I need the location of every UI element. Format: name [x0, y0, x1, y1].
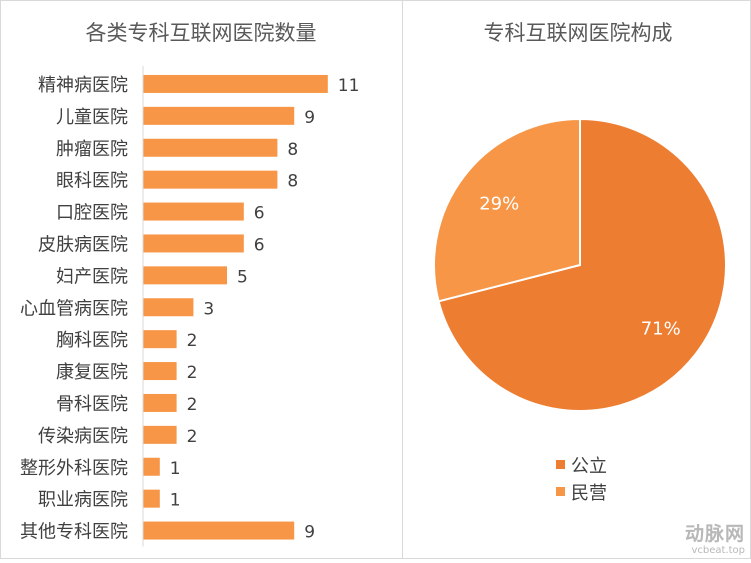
bar — [143, 74, 328, 93]
bar-value-label: 11 — [338, 76, 360, 96]
bar-value-label: 2 — [187, 331, 198, 351]
bar-value-label: 2 — [187, 395, 198, 415]
bar — [143, 266, 227, 285]
legend-swatch — [556, 487, 565, 496]
pie-group: 71% 29% — [433, 117, 727, 412]
bar-category-label: 眼科医院 — [56, 171, 128, 192]
pie-chart-panel: 专科互联网医院构成 71% 29% 公立民营 — [403, 0, 751, 559]
bar-chart-title: 各类专科互联网医院数量 — [86, 21, 317, 45]
legend-label: 民营 — [571, 483, 607, 504]
bar-category-label: 心血管病医院 — [20, 298, 128, 319]
bar-category-label: 妇产医院 — [56, 266, 128, 287]
bar-value-label: 6 — [254, 235, 265, 255]
watermark-logo: 动脉网 vcbeat.top — [685, 523, 745, 557]
bar-category-label: 口腔医院 — [56, 203, 128, 224]
bar-category-label: 骨科医院 — [56, 394, 128, 415]
bar-category-label: 皮肤病医院 — [38, 234, 128, 255]
bar-category-label: 胸科医院 — [56, 330, 128, 351]
bar-value-label: 1 — [170, 459, 181, 479]
pie-slice — [433, 117, 581, 303]
pie-chart-title: 专科互联网医院构成 — [484, 21, 673, 45]
bar-value-label: 1 — [170, 491, 181, 511]
bar-category-label: 儿童医院 — [56, 107, 128, 128]
bar-value-label: 2 — [187, 427, 198, 447]
bar-category-label: 肿瘤医院 — [56, 139, 128, 160]
bar-chart-panel: 各类专科互联网医院数量 精神病医院 11 儿童医院 9 肿瘤医院 8 眼科医院 8 口腔医院 6 皮… — [20, 21, 359, 547]
legend-swatch — [556, 460, 565, 469]
bar-category-label: 其他专科医院 — [20, 522, 128, 543]
bar-value-label: 8 — [287, 140, 298, 160]
bar — [143, 170, 278, 189]
bar-category-label: 职业病医院 — [38, 490, 128, 511]
panel-divider — [402, 0, 403, 559]
bar — [143, 425, 177, 444]
bar — [143, 362, 177, 381]
watermark-sub: vcbeat.top — [691, 545, 745, 556]
bar — [143, 298, 194, 317]
pie-slice-label: 29% — [479, 193, 519, 214]
bar-category-label: 整形外科医院 — [20, 458, 128, 479]
bar-value-label: 2 — [187, 363, 198, 383]
bar — [143, 457, 160, 476]
bar — [143, 202, 244, 221]
pie-slice-label: 71% — [641, 319, 681, 340]
bar-category-label: 传染病医院 — [38, 426, 128, 447]
bar-value-label: 6 — [254, 204, 265, 224]
bar-value-label: 5 — [237, 267, 248, 287]
bar — [143, 489, 160, 508]
bar — [143, 106, 295, 125]
bar — [143, 138, 278, 157]
bar — [143, 330, 177, 349]
watermark-main: 动脉网 — [684, 523, 745, 545]
pie-slice — [437, 117, 727, 412]
legend-label: 公立 — [571, 456, 607, 477]
bar — [143, 521, 295, 540]
bar-value-label: 9 — [304, 523, 315, 543]
bar-value-label: 9 — [304, 108, 315, 128]
bar-value-label: 3 — [203, 299, 214, 319]
bar — [143, 234, 244, 253]
bar-category-label: 精神病医院 — [38, 75, 128, 96]
bar-value-label: 8 — [287, 172, 298, 192]
bar — [143, 393, 177, 412]
bar-category-label: 康复医院 — [56, 362, 128, 383]
